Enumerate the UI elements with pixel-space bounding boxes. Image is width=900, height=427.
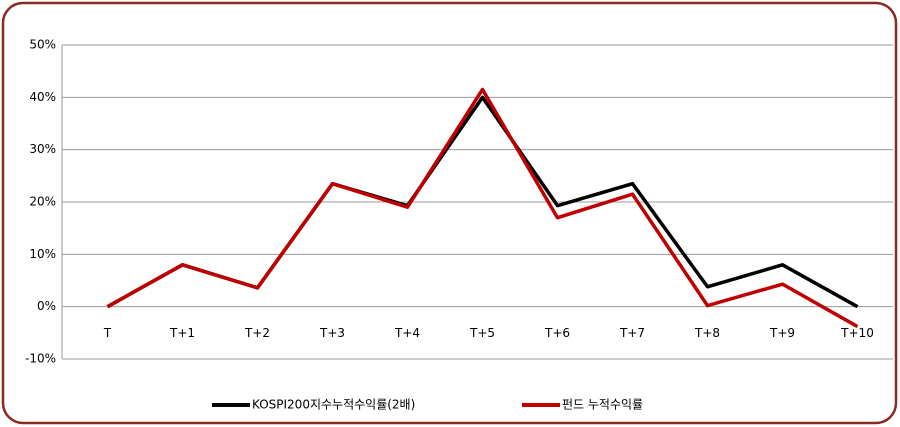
y-tick-label: 20% [29,195,56,209]
x-tick-label: T+1 [169,326,195,340]
x-tick-label: T+5 [469,326,495,340]
x-tick-label: T+4 [394,326,420,340]
x-tick-label: T+7 [619,326,645,340]
legend-label: KOSPI200지수누적수익률(2배) [252,398,415,412]
x-tick-label: T+9 [769,326,795,340]
x-tick-label: T+8 [694,326,720,340]
y-tick-label: 40% [29,90,56,104]
x-tick-label: T+10 [840,326,874,340]
y-tick-label: 50% [29,38,56,52]
x-tick-label: T+2 [244,326,270,340]
x-tick-label: T+6 [544,326,570,340]
y-tick-label: 30% [29,142,56,156]
series-line [106,87,859,329]
y-tick-label: 0% [37,299,56,313]
y-tick-label: -10% [25,352,56,366]
x-tick-label: T+3 [319,326,345,340]
y-tick-label: 10% [29,247,56,261]
legend-label: 펀드 누적수익률 [562,398,643,412]
x-tick-label: T [103,326,112,340]
